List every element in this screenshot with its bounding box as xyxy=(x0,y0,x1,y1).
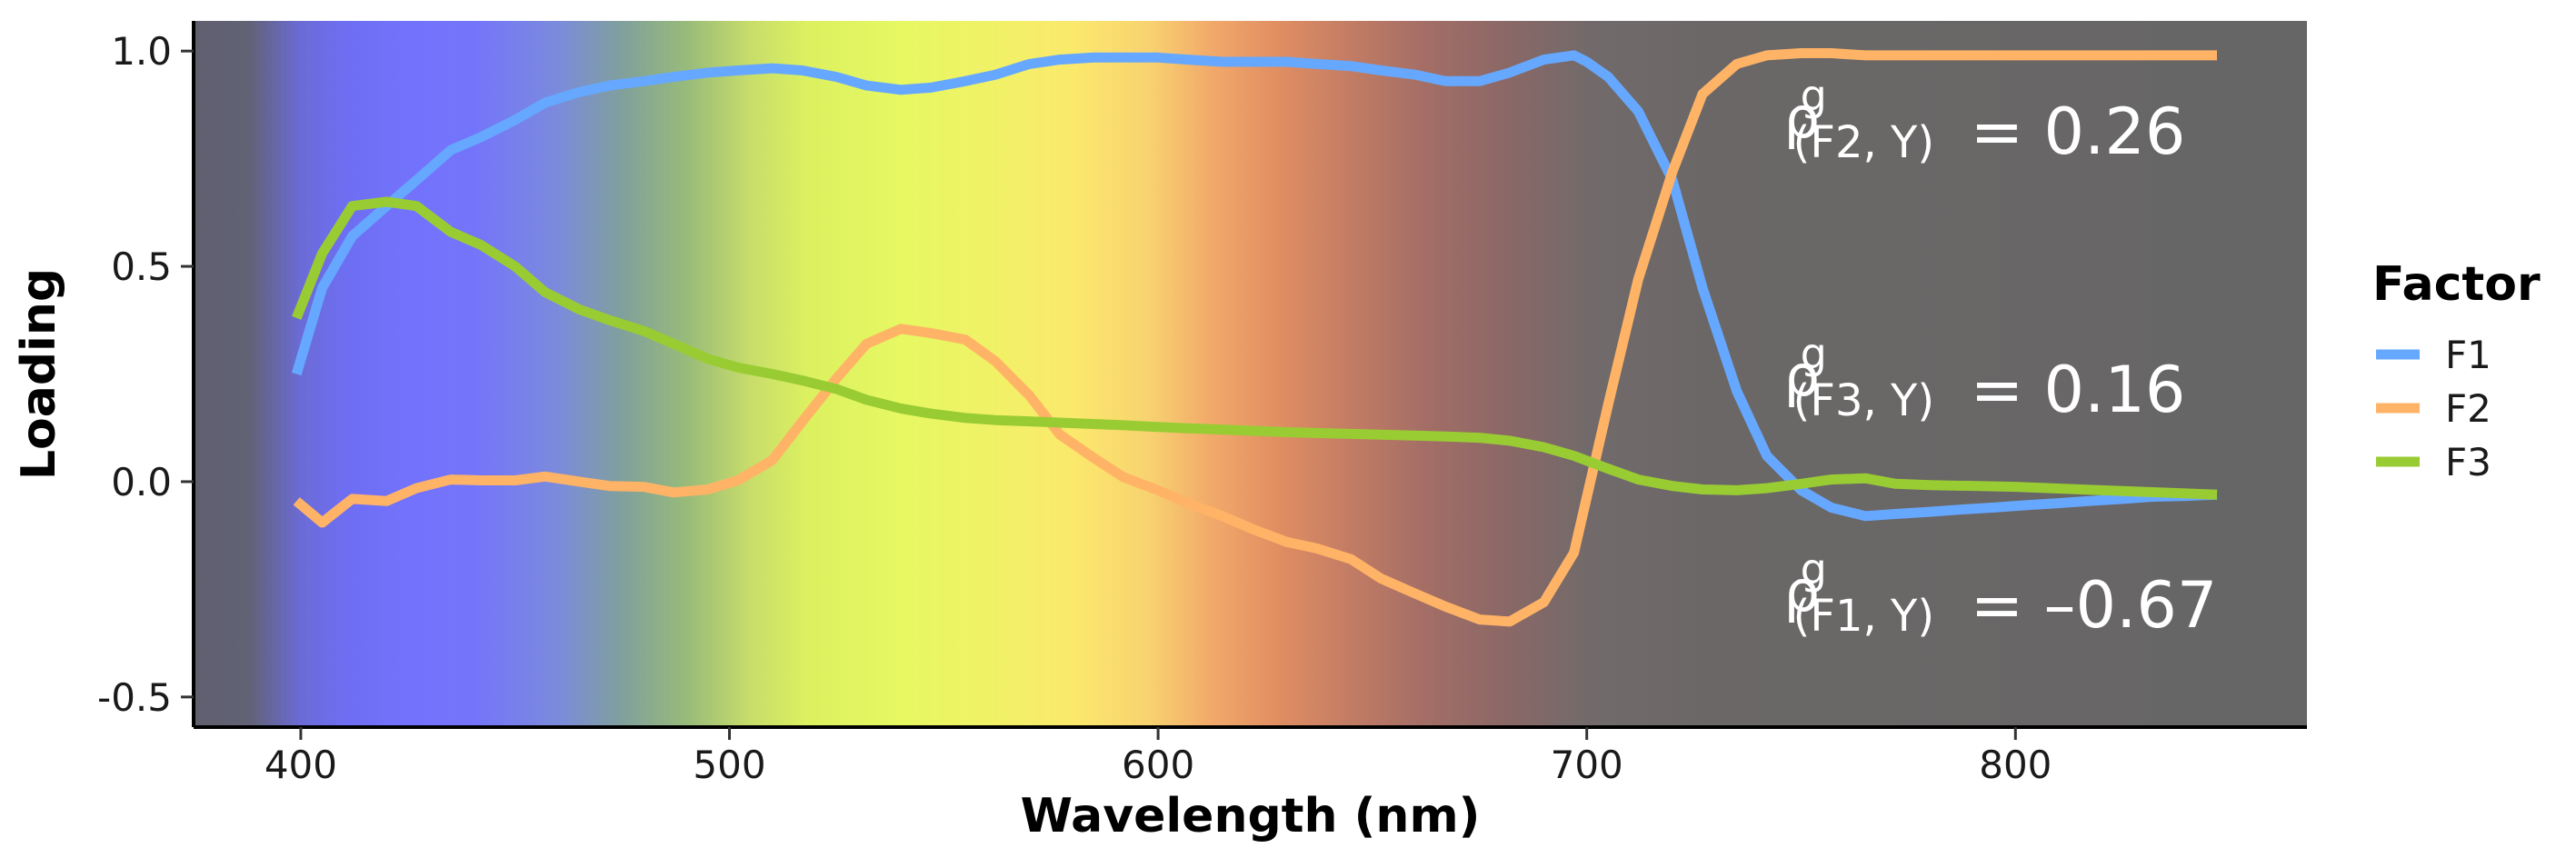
y-tick-label: 1.0 xyxy=(111,29,172,74)
legend-title: Factor xyxy=(2372,257,2541,312)
x-tick-label: 400 xyxy=(265,743,337,787)
annotation-rho: ρ xyxy=(1784,85,1820,151)
series-layer xyxy=(291,48,2218,627)
annotation-superscript: g xyxy=(1801,329,1827,378)
annotation-superscript: g xyxy=(1801,71,1827,120)
x-axis-ticks: 400 500 600 700 800 xyxy=(265,727,2052,787)
x-axis-title: Wavelength (nm) xyxy=(1021,789,1481,843)
y-tick-label: -0.5 xyxy=(97,675,172,720)
annotation-value: = 0.26 xyxy=(1971,95,2186,169)
x-tick-label: 600 xyxy=(1122,743,1194,787)
x-tick-label: 800 xyxy=(1979,743,2052,787)
correlation-annotation: ρg(F1, Y) = –0.67 xyxy=(1784,544,2218,643)
x-tick-label: 500 xyxy=(693,743,765,787)
legend-label-f2: F2 xyxy=(2445,386,2491,431)
correlation-annotation: ρg(F3, Y) = 0.16 xyxy=(1784,329,2186,427)
legend-label-f3: F3 xyxy=(2445,440,2491,484)
annotation-rho: ρ xyxy=(1784,343,1820,409)
x-tick-label: 700 xyxy=(1551,743,1623,787)
series-line-f2 xyxy=(293,48,2217,627)
y-tick-label: 0.0 xyxy=(111,460,172,504)
annotation-value: = –0.67 xyxy=(1971,568,2218,643)
legend-label-f1: F1 xyxy=(2445,333,2491,377)
annotation-value: = 0.16 xyxy=(1971,353,2186,427)
y-tick-label: 0.5 xyxy=(111,244,172,289)
series-line-f1 xyxy=(291,50,2218,522)
y-axis-title: Loading xyxy=(12,268,66,480)
plot-panel xyxy=(194,21,2307,727)
annotation-rho: ρ xyxy=(1784,558,1820,624)
annotation-subscript: (F3, Y) xyxy=(1793,375,1934,426)
y-axis-ticks: 1.0 0.5 0.0 -0.5 xyxy=(97,29,194,720)
legend: Factor F1 F2 F3 xyxy=(2372,257,2541,484)
annotation-subscript: (F2, Y) xyxy=(1793,117,1934,168)
annotation-subscript: (F1, Y) xyxy=(1793,591,1934,642)
correlation-annotation: ρg(F2, Y) = 0.26 xyxy=(1784,71,2186,169)
annotation-superscript: g xyxy=(1801,544,1827,594)
series-line-f3 xyxy=(292,196,2218,500)
